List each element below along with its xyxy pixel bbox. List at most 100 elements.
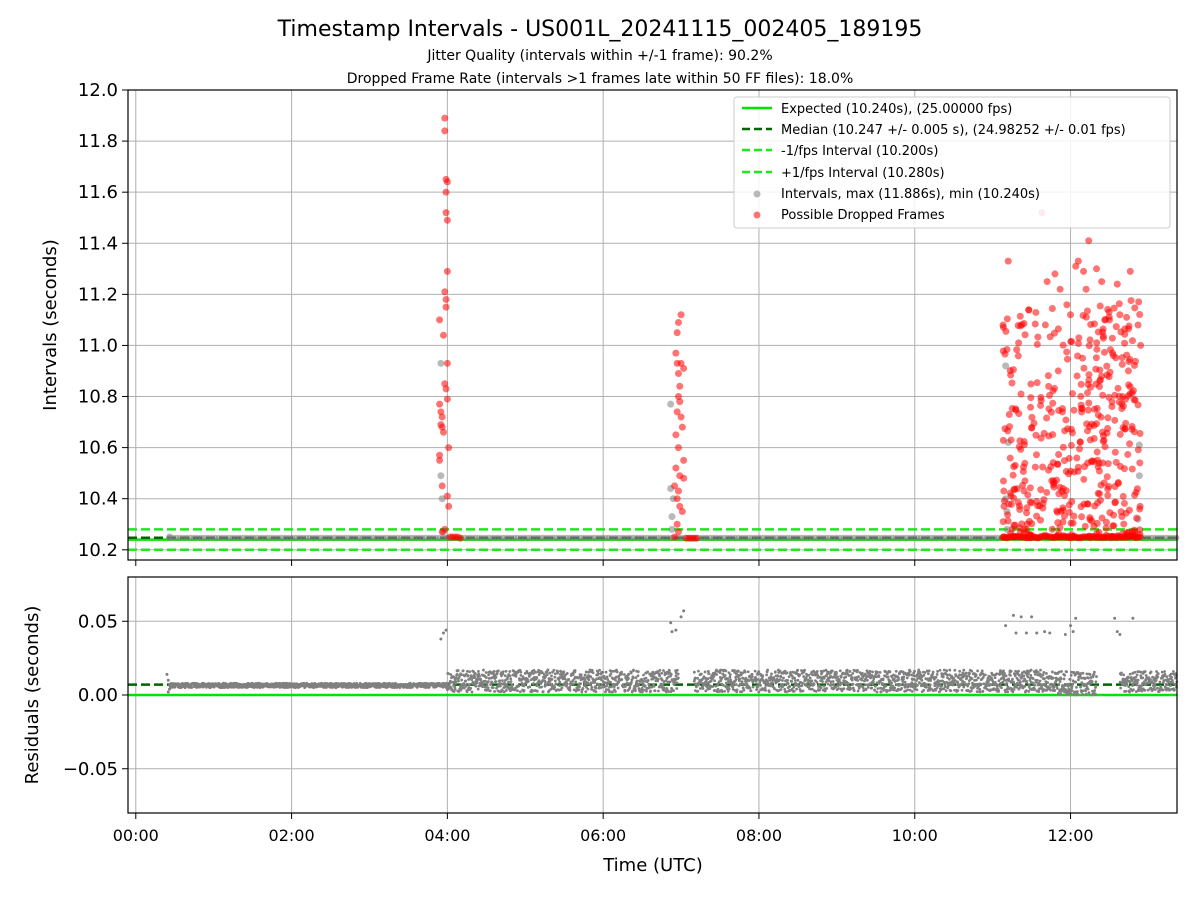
residual-point bbox=[568, 688, 572, 692]
residual-point bbox=[448, 679, 452, 683]
residual-point bbox=[767, 690, 771, 694]
dropped-frame-point bbox=[441, 114, 449, 122]
residual-point bbox=[986, 680, 990, 684]
residual-point bbox=[1009, 669, 1013, 673]
residual-point bbox=[1067, 687, 1071, 691]
dropped-frame-point bbox=[1006, 454, 1014, 462]
residual-point bbox=[468, 670, 472, 674]
dropped-frame-point bbox=[443, 178, 451, 186]
dropped-frame-point bbox=[674, 528, 682, 536]
residual-point bbox=[941, 675, 945, 679]
residual-point bbox=[1059, 692, 1062, 695]
residual-point bbox=[935, 673, 939, 676]
dropped-frame-point bbox=[677, 413, 685, 421]
residual-point bbox=[945, 673, 949, 677]
residual-point bbox=[636, 674, 640, 678]
residual-point bbox=[934, 688, 938, 692]
dropped-frame-point bbox=[674, 487, 682, 495]
residual-point bbox=[816, 676, 820, 680]
residual-point bbox=[818, 688, 822, 692]
dropped-frame-point bbox=[1121, 339, 1129, 347]
residual-point bbox=[583, 673, 587, 677]
residual-point bbox=[577, 688, 581, 692]
dropped-frame-point bbox=[1120, 499, 1128, 507]
dropped-frame-point bbox=[1021, 477, 1029, 485]
residual-point bbox=[947, 677, 951, 681]
residual-point bbox=[461, 669, 465, 673]
dropped-frame-point bbox=[1092, 380, 1100, 388]
residual-point bbox=[808, 684, 811, 688]
residual-point bbox=[902, 675, 906, 679]
residual-point bbox=[494, 675, 498, 679]
dropped-frame-point bbox=[1039, 463, 1047, 471]
dropped-frame-point bbox=[1128, 337, 1136, 345]
residual-point bbox=[905, 676, 909, 680]
x-tick-label: 02:00 bbox=[269, 826, 315, 845]
dropped-frame-point bbox=[1111, 416, 1119, 424]
dropped-frame-point bbox=[677, 311, 685, 319]
residual-point bbox=[479, 677, 483, 681]
residual-point bbox=[713, 679, 717, 683]
residual-point bbox=[1127, 685, 1131, 689]
dropped-frame-point bbox=[1027, 380, 1035, 388]
residual-point bbox=[1144, 674, 1148, 677]
dropped-frame-point bbox=[1015, 502, 1023, 510]
residual-point bbox=[1128, 672, 1132, 676]
dropped-frame-point bbox=[1085, 237, 1093, 245]
residual-point bbox=[663, 689, 666, 692]
residual-point bbox=[734, 683, 738, 686]
residual-point bbox=[706, 670, 710, 673]
residual-point bbox=[718, 671, 722, 675]
residual-point bbox=[457, 679, 460, 683]
residual-point bbox=[901, 680, 905, 683]
residual-point bbox=[627, 672, 631, 676]
residual-point bbox=[1087, 676, 1090, 680]
residual-point bbox=[615, 675, 618, 679]
residual-point bbox=[534, 670, 537, 674]
dropped-frame-point bbox=[1116, 430, 1124, 438]
dropped-frame-point bbox=[1028, 424, 1036, 432]
dropped-frame-point bbox=[1048, 305, 1056, 313]
residual-point bbox=[1077, 678, 1080, 682]
residual-point bbox=[608, 690, 612, 694]
residual-point bbox=[488, 689, 492, 693]
residual-point bbox=[653, 689, 657, 693]
dropped-frame-point bbox=[1062, 416, 1070, 424]
residual-point bbox=[1052, 685, 1056, 689]
legend-plus-fps-label: +1/fps Interval (10.280s) bbox=[781, 166, 945, 181]
dropped-frame-point bbox=[1056, 285, 1064, 293]
residuals-points bbox=[165, 609, 1179, 697]
residual-point bbox=[651, 670, 655, 674]
residual-point bbox=[975, 690, 979, 693]
residual-point bbox=[1147, 676, 1151, 680]
residual-point bbox=[553, 685, 556, 689]
residual-point bbox=[842, 687, 846, 691]
residual-point bbox=[1059, 677, 1063, 681]
residual-point bbox=[498, 684, 502, 688]
residual-point bbox=[776, 674, 780, 678]
residual-point bbox=[801, 681, 805, 685]
dropped-frame-point bbox=[1114, 384, 1122, 392]
dropped-frame-point bbox=[1131, 304, 1139, 312]
residual-point bbox=[544, 675, 548, 678]
residual-point bbox=[728, 673, 732, 677]
residual-point bbox=[927, 669, 931, 673]
residual-point bbox=[917, 668, 921, 672]
dropped-frame-point bbox=[1076, 438, 1084, 446]
dropped-frame-point bbox=[1118, 360, 1126, 368]
residual-point bbox=[698, 687, 702, 690]
residual-point bbox=[997, 689, 1001, 693]
dropped-frame-point bbox=[676, 398, 684, 406]
residual-point bbox=[856, 689, 860, 693]
dropped-frame-point bbox=[1031, 463, 1039, 471]
residual-point bbox=[1027, 672, 1030, 675]
residual-point bbox=[1018, 680, 1022, 684]
residual-point bbox=[1170, 675, 1174, 679]
intervals-y-tick-label: 11.6 bbox=[78, 182, 118, 203]
residual-point bbox=[660, 678, 664, 682]
dropped-frame-point bbox=[1061, 512, 1069, 520]
residual-point bbox=[599, 678, 603, 682]
residual-point bbox=[591, 671, 595, 675]
residual-point bbox=[834, 685, 838, 689]
residual-point bbox=[913, 685, 917, 689]
